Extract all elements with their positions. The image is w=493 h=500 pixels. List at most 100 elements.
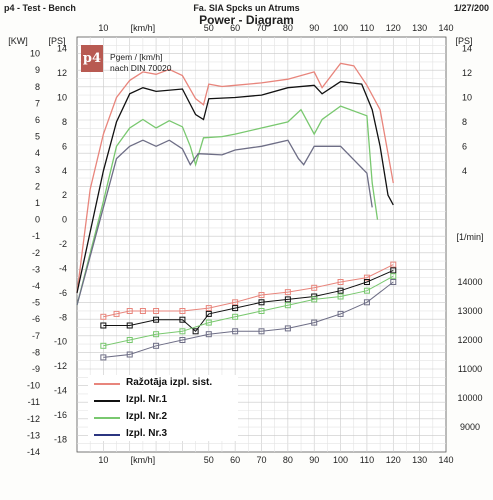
rpm-marker	[126, 322, 133, 329]
ps-tick-label-right: 12	[462, 68, 472, 78]
legend: Ražotāja izpl. sist. Izpl. Nr.1 Izpl. Nr…	[88, 375, 238, 441]
ps-tick-label-left: -6	[59, 288, 67, 298]
kw-tick-label: 7	[35, 98, 40, 108]
rpm-marker	[232, 313, 239, 320]
legend-label-series-4: Izpl. Nr.3	[126, 428, 168, 439]
x-tick-label-top: 70	[256, 23, 266, 33]
ps-tick-label-left: 6	[62, 141, 67, 151]
x-tick-label-top: 110	[360, 23, 374, 33]
kw-tick-label: -12	[27, 414, 40, 424]
legend-swatch-series-4	[94, 434, 120, 436]
rpm-marker	[258, 328, 265, 335]
ps-tick-label-right: 8	[462, 117, 467, 127]
kw-tick-label: 4	[35, 148, 40, 158]
rpm-marker	[258, 299, 265, 306]
ps-tick-label-left: 14	[57, 44, 67, 54]
kw-tick-label: -2	[32, 248, 40, 258]
rpm-curve-series-2	[103, 269, 394, 333]
rpm-curve-series-4	[103, 281, 394, 358]
rpm-tick-label: 14000	[457, 277, 482, 287]
kw-tick-label: -10	[27, 381, 40, 391]
rpm-curve-series-3	[103, 275, 394, 347]
x-tick-label-bottom: 90	[309, 455, 319, 465]
rpm-marker	[363, 287, 370, 294]
ps-tick-label-right: 10	[462, 93, 472, 103]
legend-swatch-series-2	[94, 400, 120, 402]
rpm-marker	[179, 328, 186, 335]
rpm-marker	[311, 284, 318, 291]
rpm-marker	[100, 342, 107, 349]
ps-tick-label-left: -4	[59, 263, 67, 273]
rpm-marker	[363, 274, 370, 281]
rpm-marker	[390, 261, 397, 268]
x-tick-label-bottom: 130	[412, 455, 427, 465]
rpm-marker	[192, 328, 199, 335]
rpm-marker	[390, 273, 397, 280]
x-tick-label-bottom: 80	[283, 455, 293, 465]
rpm-marker	[232, 299, 239, 306]
rpm-marker	[179, 316, 186, 323]
rpm-marker	[258, 292, 265, 299]
kw-tick-label: -14	[27, 447, 40, 457]
rpm-tick-label: 13000	[457, 306, 482, 316]
kw-axis-label: [KW]	[8, 36, 28, 46]
rpm-marker	[337, 287, 344, 294]
kw-tick-label: -5	[32, 298, 40, 308]
rpm-marker	[337, 293, 344, 300]
x-axis-label-bottom: [km/h]	[131, 455, 156, 465]
kw-tick-label: 6	[35, 115, 40, 125]
kw-tick-label: -9	[32, 364, 40, 374]
kw-tick-label: 10	[30, 49, 40, 59]
kw-tick-label: -7	[32, 331, 40, 341]
ps-tick-label-left: 8	[62, 117, 67, 127]
x-tick-label-bottom: 100	[333, 455, 348, 465]
kw-tick-label: 3	[35, 165, 40, 175]
x-tick-label-bottom: 50	[204, 455, 214, 465]
kw-tick-label: -6	[32, 314, 40, 324]
x-tick-label-bottom: 110	[360, 455, 374, 465]
ps-axis-label-left: [PS]	[48, 36, 65, 46]
kw-tick-label: 0	[35, 215, 40, 225]
power-curve-series-1	[76, 62, 394, 293]
rpm-marker	[284, 325, 291, 332]
x-tick-label-bottom: 70	[256, 455, 266, 465]
rpm-marker	[179, 337, 186, 343]
rpm-marker	[100, 313, 107, 320]
rpm-tick-label: 11000	[458, 364, 482, 374]
ps-tick-label-left: -8	[59, 312, 67, 322]
kw-tick-label: 9	[35, 65, 40, 75]
rpm-marker	[337, 310, 344, 317]
kw-tick-label: 2	[35, 181, 40, 191]
rpm-axis-label: [1/min]	[456, 232, 483, 242]
x-tick-label-top: 140	[438, 23, 453, 33]
bench-label: p4 - Test - Bench	[4, 3, 76, 13]
ps-tick-label-left: -10	[54, 337, 67, 347]
rpm-tick-label: 12000	[457, 335, 482, 345]
rpm-marker	[205, 319, 212, 326]
legend-label-series-1: Ražotāja izpl. sist.	[126, 377, 213, 388]
kw-tick-label: -13	[27, 430, 40, 440]
rpm-marker	[363, 279, 370, 285]
rpm-marker	[284, 302, 291, 309]
kw-tick-label: -8	[32, 347, 40, 357]
legend-label-series-3: Izpl. Nr.2	[126, 411, 168, 422]
x-tick-label-top: 90	[309, 23, 319, 33]
date-label: 1/27/200	[453, 3, 489, 13]
rpm-marker	[205, 331, 212, 338]
rpm-marker	[390, 267, 397, 274]
ps-axis-label-right: [PS]	[455, 36, 472, 46]
x-tick-label-top: 130	[412, 23, 427, 33]
ps-tick-label-left: -2	[59, 239, 67, 249]
x-tick-label-top: 100	[333, 23, 348, 33]
rpm-marker	[126, 308, 133, 314]
kw-tick-label: -3	[32, 264, 40, 274]
rpm-marker	[126, 337, 133, 343]
rpm-marker	[113, 310, 120, 317]
x-tick-label-top: 50	[204, 23, 214, 33]
rpm-tick-label: 9000	[460, 422, 480, 432]
rpm-marker	[232, 305, 239, 312]
rpm-marker	[311, 319, 318, 326]
note-line-2: nach DIN 70020	[110, 63, 172, 73]
